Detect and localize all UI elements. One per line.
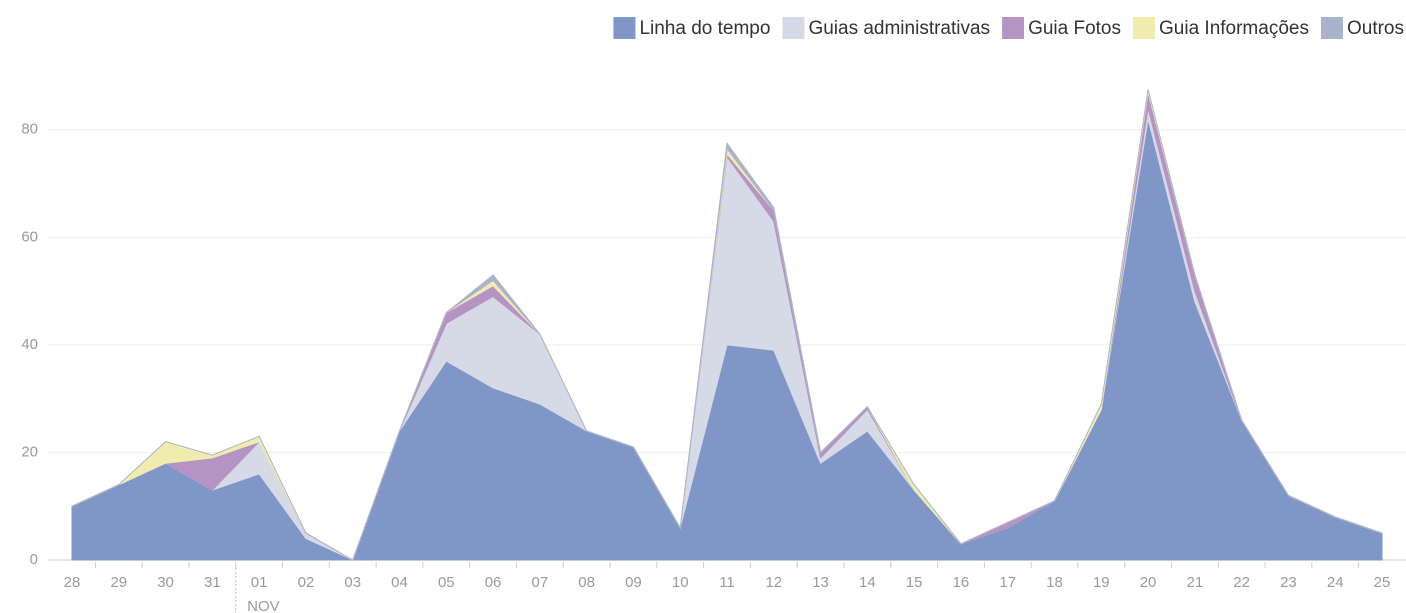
x-tick-label: 06 xyxy=(485,574,502,591)
x-tick-label: 07 xyxy=(532,574,549,591)
x-tick-label: 15 xyxy=(906,574,923,591)
x-tick-label: 05 xyxy=(438,574,455,591)
x-tick-label: 17 xyxy=(999,574,1016,591)
x-tick-label: 12 xyxy=(765,574,782,591)
x-tick-label: 01 xyxy=(251,574,268,591)
x-tick-label: 30 xyxy=(157,574,174,591)
legend-swatch xyxy=(1133,17,1155,39)
x-tick-label: 20 xyxy=(1140,574,1157,591)
x-tick-label: 10 xyxy=(672,574,689,591)
x-tick-label: 24 xyxy=(1327,574,1344,591)
y-tick-label: 80 xyxy=(21,121,38,138)
x-tick-label: 13 xyxy=(812,574,829,591)
x-tick-label: 18 xyxy=(1046,574,1063,591)
legend-swatch xyxy=(1002,17,1025,39)
x-tick-label: 23 xyxy=(1280,574,1297,591)
y-tick-label: 0 xyxy=(30,551,38,568)
x-tick-label: 11 xyxy=(719,574,735,591)
legend-label: Guias administrativas xyxy=(808,18,990,39)
y-tick-label: 20 xyxy=(21,443,38,460)
x-tick-label: 29 xyxy=(110,574,127,591)
legend-label: Outros xyxy=(1347,18,1404,39)
x-tick-label: 04 xyxy=(391,574,408,591)
x-tick-label: 19 xyxy=(1093,574,1110,591)
x-tick-label: 16 xyxy=(953,574,970,591)
x-tick-label: 22 xyxy=(1233,574,1250,591)
x-tick-label: 08 xyxy=(578,574,595,591)
legend-label: Linha do tempo xyxy=(639,18,770,39)
x-tick-label: 21 xyxy=(1187,574,1204,591)
x-tick-label: 14 xyxy=(859,574,876,591)
x-tick-label: 09 xyxy=(625,574,642,591)
y-tick-label: 60 xyxy=(21,228,38,245)
legend-swatch xyxy=(782,17,805,39)
y-tick-label: 40 xyxy=(21,336,38,353)
x-tick-label: 25 xyxy=(1374,574,1391,591)
x-tick-label: 28 xyxy=(64,574,81,591)
x-tick-label: 03 xyxy=(344,574,361,591)
legend-swatch xyxy=(1320,17,1343,39)
legend-label: Guia Informações xyxy=(1159,18,1309,39)
x-tick-label: 02 xyxy=(298,574,315,591)
month-label: NOV xyxy=(247,598,280,613)
legend-label: Guia Fotos xyxy=(1028,18,1121,39)
legend-swatch xyxy=(613,17,636,39)
x-tick-label: 31 xyxy=(204,574,221,591)
area xyxy=(71,89,1383,561)
